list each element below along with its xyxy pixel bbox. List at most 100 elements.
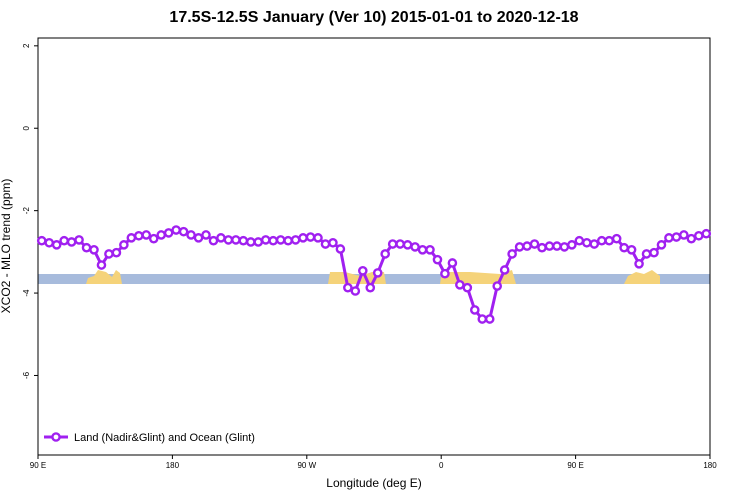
data-point <box>544 241 555 251</box>
data-point <box>208 235 219 246</box>
data-point <box>484 314 495 324</box>
data-point <box>567 240 577 250</box>
data-point <box>574 235 585 246</box>
data-point <box>178 226 189 237</box>
data-point <box>51 240 62 250</box>
data-point <box>462 282 473 293</box>
data-point <box>74 235 84 245</box>
data-point <box>268 235 279 246</box>
data-point <box>44 237 55 248</box>
data-point <box>290 235 301 245</box>
data-point <box>171 225 181 235</box>
data-point <box>372 268 383 278</box>
x-tick-label: 180 <box>703 461 717 470</box>
data-point <box>59 235 69 246</box>
data-point <box>163 228 174 238</box>
data-point <box>320 239 331 249</box>
data-point <box>522 241 532 251</box>
data-point <box>335 244 346 254</box>
data-point <box>365 282 376 293</box>
data-point <box>507 249 517 259</box>
data-point <box>238 235 249 246</box>
data-point <box>701 228 712 239</box>
data-point <box>425 244 435 255</box>
data-point <box>626 244 637 255</box>
data-point <box>260 235 271 245</box>
chart-title: 17.5S-12.5S January (Ver 10) 2015-01-01 … <box>169 9 578 26</box>
data-point <box>686 233 697 244</box>
data-point <box>395 239 405 249</box>
data-point <box>582 237 592 248</box>
data-point <box>402 240 413 250</box>
data-point <box>440 268 450 279</box>
legend-marker <box>51 432 61 442</box>
data-point <box>529 239 540 249</box>
data-point <box>559 242 570 252</box>
data-point <box>186 230 196 240</box>
data-point <box>417 244 428 255</box>
y-axis-label: XCO2 - MLO trend (ppm) <box>0 179 13 314</box>
data-point <box>537 242 547 253</box>
x-tick-label: 180 <box>166 461 180 470</box>
data-point <box>499 265 510 275</box>
data-point <box>604 235 615 246</box>
data-point <box>298 233 308 243</box>
data-point <box>81 242 92 253</box>
data-point <box>469 305 480 315</box>
data-point <box>357 266 368 276</box>
data-point <box>66 237 77 247</box>
data-point <box>447 258 458 268</box>
y-tick-label: -2 <box>22 207 31 215</box>
data-point <box>305 232 316 242</box>
data-point <box>89 244 99 255</box>
data-point <box>313 233 323 243</box>
data-point <box>231 235 241 245</box>
data-point <box>245 237 256 247</box>
data-point <box>611 233 622 244</box>
data-point <box>96 260 107 270</box>
data-point <box>36 235 47 246</box>
x-tick-label: 90 E <box>30 461 46 470</box>
data-point <box>596 235 607 246</box>
y-tick-label: -6 <box>22 371 31 379</box>
data-point <box>671 232 682 242</box>
data-point <box>111 247 122 258</box>
data-point <box>432 254 443 265</box>
x-axis-label: Longitude (deg E) <box>326 476 421 490</box>
data-point <box>343 282 353 293</box>
data-point <box>619 242 629 253</box>
data-point <box>514 242 525 252</box>
data-point <box>283 235 293 246</box>
x-tick-label: 0 <box>439 461 444 470</box>
data-point <box>156 230 166 240</box>
y-tick-label: -4 <box>22 289 31 297</box>
data-point <box>589 239 600 249</box>
data-point <box>119 240 129 250</box>
data-point <box>253 237 264 247</box>
data-point <box>104 249 114 259</box>
x-tick-label: 90 E <box>567 461 583 470</box>
data-point <box>552 241 562 251</box>
data-point <box>275 235 286 245</box>
data-point <box>328 237 338 248</box>
plot-frame <box>37 37 711 456</box>
data-point <box>201 230 211 240</box>
land-area <box>328 272 386 284</box>
legend-label: Land (Nadir&Glint) and Ocean (Glint) <box>74 432 255 444</box>
data-point <box>455 280 465 290</box>
data-point <box>410 242 420 252</box>
data-point <box>679 230 689 240</box>
data-point <box>126 233 137 243</box>
data-point <box>350 286 361 296</box>
data-point <box>641 249 652 259</box>
data-point <box>664 233 674 243</box>
data-point <box>193 233 204 243</box>
land-area <box>624 270 660 284</box>
land-area <box>86 270 122 284</box>
data-point <box>477 314 488 324</box>
data-point <box>148 233 159 244</box>
data-point <box>694 230 704 241</box>
data-point <box>133 230 144 241</box>
data-point <box>649 247 659 258</box>
